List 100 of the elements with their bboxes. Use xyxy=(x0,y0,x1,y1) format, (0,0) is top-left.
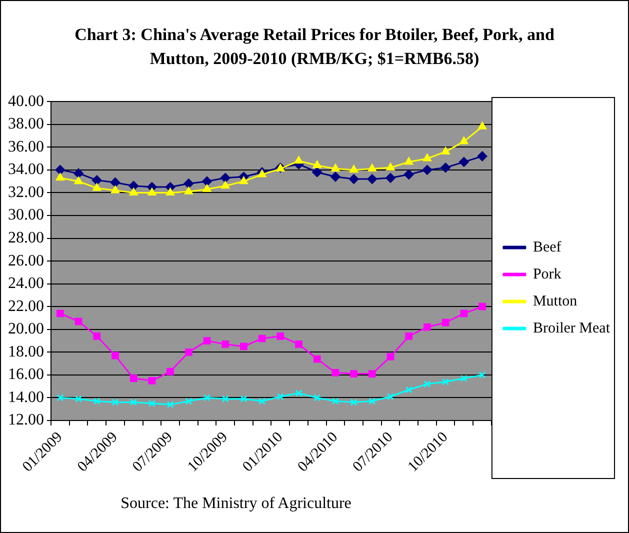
point xyxy=(128,180,139,191)
point xyxy=(350,370,358,378)
y-tick-label: 26.00 xyxy=(8,252,44,270)
y-tick-label: 12.00 xyxy=(8,412,44,429)
point xyxy=(422,164,432,175)
point xyxy=(460,136,468,144)
point xyxy=(458,156,469,167)
y-tick-label: 34.00 xyxy=(8,161,44,178)
point xyxy=(424,380,431,388)
y-tick-label: 24.00 xyxy=(8,275,44,292)
point xyxy=(240,395,248,402)
point xyxy=(405,386,412,394)
point xyxy=(368,164,377,172)
point xyxy=(93,398,100,405)
source-note: Source: The Ministry of Agriculture xyxy=(120,495,352,513)
point xyxy=(349,164,358,173)
point xyxy=(129,188,138,196)
legend-label: Beef xyxy=(532,239,562,256)
point xyxy=(220,172,230,183)
point xyxy=(386,393,394,400)
point xyxy=(55,164,66,175)
point xyxy=(405,332,413,340)
point xyxy=(239,176,248,184)
point xyxy=(441,146,450,154)
y-tick-label: 16.00 xyxy=(8,366,44,384)
point xyxy=(442,378,450,386)
y-tick-label: 30.00 xyxy=(8,206,44,224)
point xyxy=(222,340,230,348)
point xyxy=(332,368,340,376)
point xyxy=(386,172,396,183)
point xyxy=(74,168,84,178)
point xyxy=(110,185,120,194)
point xyxy=(258,334,266,342)
point xyxy=(331,164,340,172)
point xyxy=(148,188,156,196)
point xyxy=(422,154,432,162)
legend-label: Pork xyxy=(532,266,562,282)
point xyxy=(478,302,486,310)
point xyxy=(184,348,192,356)
point xyxy=(478,371,486,379)
point xyxy=(276,393,284,400)
point xyxy=(348,174,359,184)
point xyxy=(184,178,194,189)
point xyxy=(202,176,212,186)
point xyxy=(368,370,376,378)
point xyxy=(368,398,376,405)
legend-label: Mutton xyxy=(532,293,578,310)
point xyxy=(110,177,120,188)
point xyxy=(92,175,102,186)
point xyxy=(56,310,64,318)
point xyxy=(202,184,212,192)
point xyxy=(330,172,340,182)
chart-title: Chart 3: China's Average Retail Prices for Btoiler, Beef, Pork, and Mutton, 2009-2010 (RMB/KG; $1=RMB6.58) xyxy=(74,24,556,70)
point xyxy=(460,310,468,318)
point xyxy=(56,172,65,181)
point xyxy=(314,394,321,402)
point xyxy=(313,355,321,363)
y-tick-label: 40.00 xyxy=(8,92,44,110)
point xyxy=(478,122,487,130)
point xyxy=(386,353,394,360)
y-tick-label: 32.00 xyxy=(8,184,44,201)
point xyxy=(294,156,304,164)
point xyxy=(112,352,119,360)
y-tick-label: 20.00 xyxy=(8,320,44,338)
legend-label: Broiler Meat xyxy=(532,320,611,336)
point xyxy=(258,398,266,405)
point xyxy=(74,395,82,402)
point xyxy=(74,176,83,184)
point xyxy=(148,400,156,407)
point xyxy=(92,183,102,191)
point xyxy=(424,323,431,331)
point xyxy=(440,162,451,173)
point xyxy=(220,180,230,189)
point xyxy=(222,395,229,402)
point xyxy=(240,342,248,350)
y-tick-label: 36.00 xyxy=(8,138,44,156)
y-tick-label: 18.00 xyxy=(8,343,44,360)
point xyxy=(404,156,414,165)
point xyxy=(477,151,488,162)
y-tick-label: 14.00 xyxy=(8,388,44,406)
y-tick-label: 38.00 xyxy=(8,116,44,133)
point xyxy=(185,398,192,405)
point xyxy=(276,332,284,340)
point xyxy=(295,340,302,348)
point xyxy=(93,332,101,340)
point xyxy=(203,394,211,402)
point xyxy=(148,376,156,384)
point xyxy=(295,390,302,397)
point xyxy=(312,160,322,168)
point xyxy=(404,169,414,180)
point xyxy=(166,188,175,196)
point xyxy=(166,400,174,408)
point xyxy=(74,318,82,326)
point xyxy=(130,374,138,382)
point xyxy=(130,398,138,406)
point xyxy=(166,368,174,376)
point xyxy=(332,398,340,405)
point xyxy=(184,186,194,194)
point xyxy=(386,162,395,170)
point xyxy=(203,337,211,344)
